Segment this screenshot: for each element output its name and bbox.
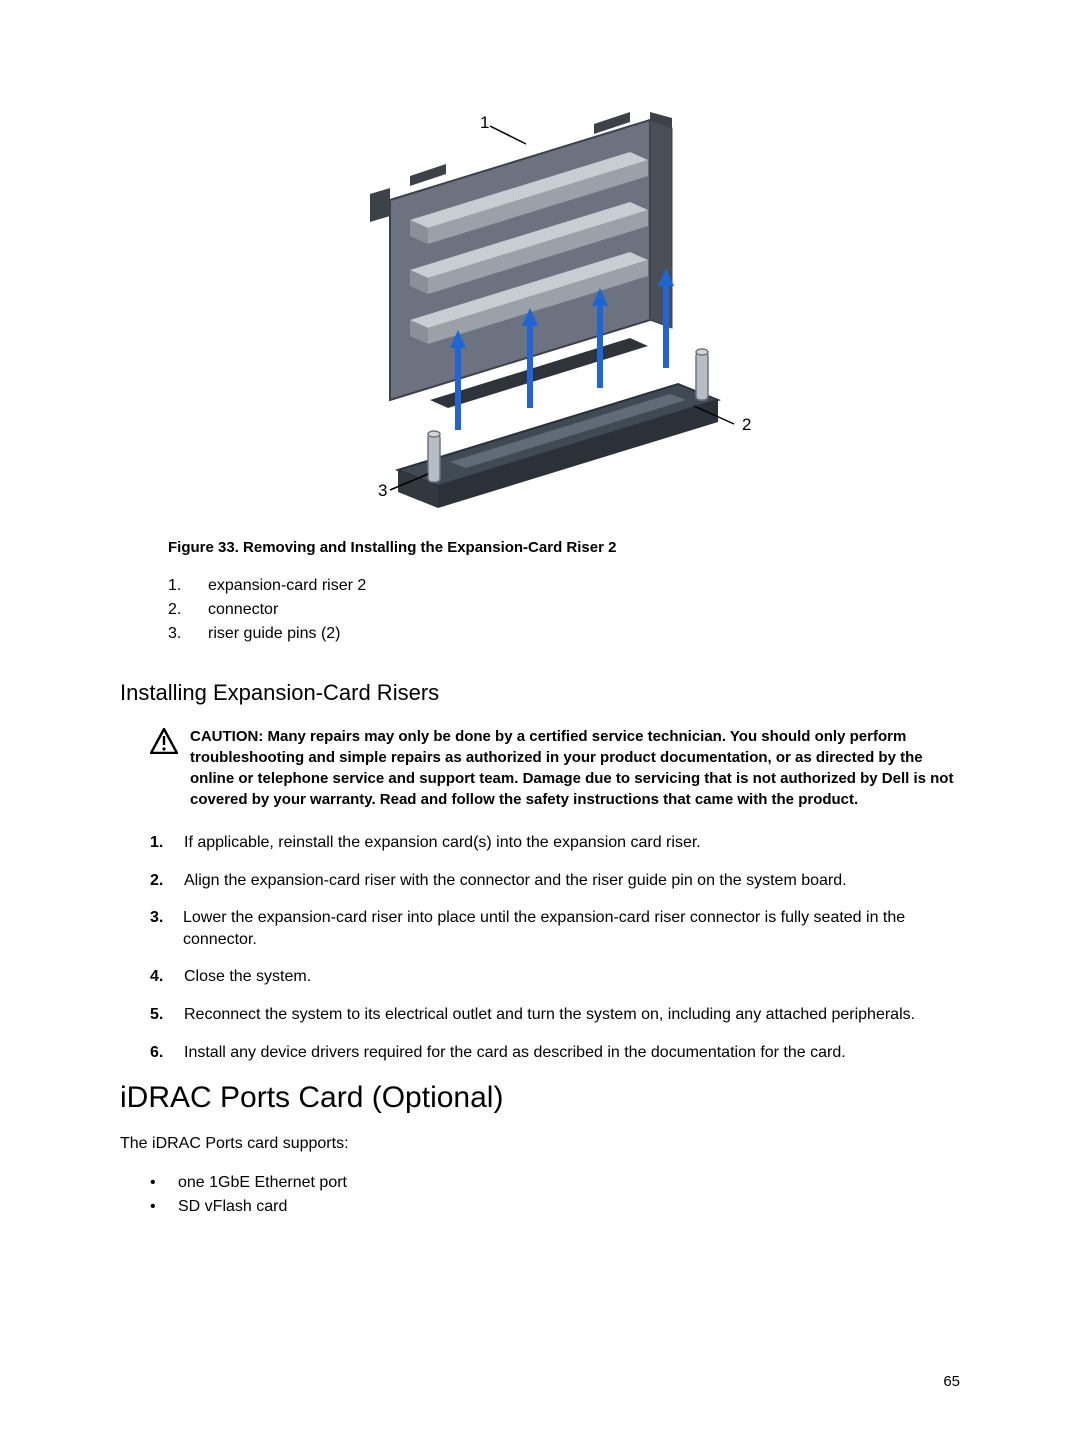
legend-num: 3. xyxy=(168,622,208,646)
figure-legend: 1. expansion-card riser 2 2. connector 3… xyxy=(168,574,960,646)
step: 6. Install any device drivers required f… xyxy=(150,1042,960,1064)
step: 3. Lower the expansion-card riser into p… xyxy=(150,907,960,950)
step-text: Align the expansion-card riser with the … xyxy=(184,870,847,892)
bullet-list: • one 1GbE Ethernet port • SD vFlash car… xyxy=(150,1171,960,1219)
caution-icon xyxy=(150,728,178,754)
legend-item: 2. connector xyxy=(168,598,960,622)
step-num: 6. xyxy=(150,1042,184,1064)
step-num: 3. xyxy=(150,907,183,950)
bullet-dot: • xyxy=(150,1195,178,1219)
figure-label-2: 2 xyxy=(742,415,751,434)
legend-text: riser guide pins (2) xyxy=(208,622,341,646)
figure-33: 1 2 3 xyxy=(120,90,960,525)
step: 4. Close the system. xyxy=(150,966,960,988)
expansion-riser-diagram: 1 2 3 xyxy=(280,90,800,520)
bullet-dot: • xyxy=(150,1171,178,1195)
step-text: Close the system. xyxy=(184,966,311,988)
step-num: 1. xyxy=(150,832,184,854)
figure-label-3: 3 xyxy=(378,481,387,500)
step: 2. Align the expansion-card riser with t… xyxy=(150,870,960,892)
bullet-text: one 1GbE Ethernet port xyxy=(178,1171,347,1195)
intro-text: The iDRAC Ports card supports: xyxy=(120,1135,960,1153)
list-item: • one 1GbE Ethernet port xyxy=(150,1171,960,1195)
figure-label-1: 1 xyxy=(480,113,489,132)
legend-item: 1. expansion-card riser 2 xyxy=(168,574,960,598)
legend-num: 2. xyxy=(168,598,208,622)
list-item: • SD vFlash card xyxy=(150,1195,960,1219)
page-number: 65 xyxy=(943,1373,960,1390)
step-num: 2. xyxy=(150,870,184,892)
step-num: 4. xyxy=(150,966,184,988)
legend-text: expansion-card riser 2 xyxy=(208,574,366,598)
step-text: Lower the expansion-card riser into plac… xyxy=(183,907,960,950)
caution-text: CAUTION: Many repairs may only be done b… xyxy=(190,726,960,810)
install-steps: 1. If applicable, reinstall the expansio… xyxy=(150,832,960,1063)
step-text: Install any device drivers required for … xyxy=(184,1042,846,1064)
step: 1. If applicable, reinstall the expansio… xyxy=(150,832,960,854)
legend-num: 1. xyxy=(168,574,208,598)
legend-text: connector xyxy=(208,598,278,622)
figure-caption: Figure 33. Removing and Installing the E… xyxy=(168,539,960,556)
caution-block: CAUTION: Many repairs may only be done b… xyxy=(150,726,960,810)
step-text: Reconnect the system to its electrical o… xyxy=(184,1004,915,1026)
legend-item: 3. riser guide pins (2) xyxy=(168,622,960,646)
step: 5. Reconnect the system to its electrica… xyxy=(150,1004,960,1026)
main-heading: iDRAC Ports Card (Optional) xyxy=(120,1081,960,1115)
section-heading: Installing Expansion-Card Risers xyxy=(120,680,960,706)
step-text: If applicable, reinstall the expansion c… xyxy=(184,832,701,854)
bullet-text: SD vFlash card xyxy=(178,1195,287,1219)
step-num: 5. xyxy=(150,1004,184,1026)
